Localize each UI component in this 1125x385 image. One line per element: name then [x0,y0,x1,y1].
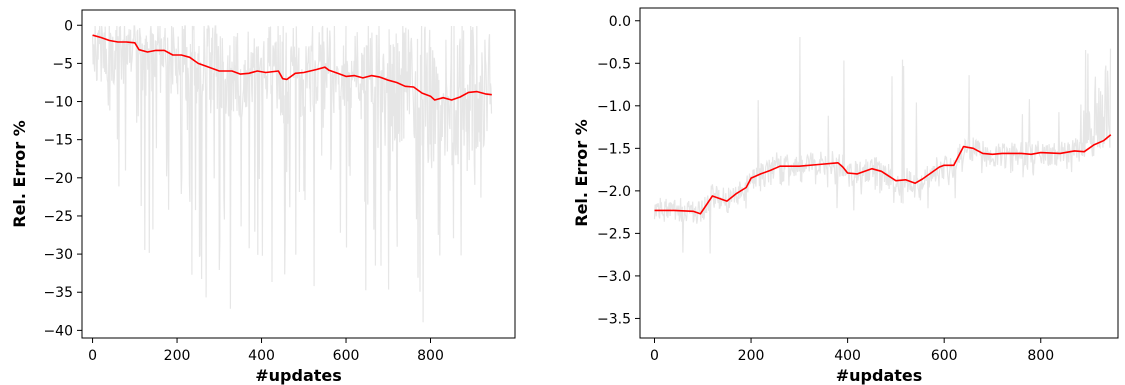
chart-left-y-tick-label: −35 [43,285,73,301]
chart-right-y-axis: 0.0 −0.5 −1.0 −1.5 −2.0 −2.5 −3.0 −3.5 [597,14,640,327]
chart-right-y-tick-label: −3.5 [597,311,631,327]
chart-right-x-tick-label: 0 [650,348,659,364]
chart-right-y-tick-label: −3.0 [597,269,631,285]
chart-left-plot-frame [81,9,516,339]
chart-left-y-tick-label: −10 [43,95,73,111]
chart-left-x-tick-label: 0 [88,348,97,364]
chart-left-y-tick-label: −25 [43,209,73,225]
chart-right: 0 200 400 600 800 0.0 −0.5 −1.0 −1.5 −2.0 −2.5 −3.… [572,7,1119,385]
chart-right-series [654,134,1112,215]
chart-right-y-tick-label: −1.5 [597,141,631,157]
chart-left-y-tick-label: −5 [52,56,73,72]
chart-right-noise-series [653,36,1112,254]
chart-right-y-axis-label: Rel. Error % [572,119,591,227]
chart-left-x-tick-label: 800 [417,348,444,364]
chart-left-raw-signal-line [92,25,493,323]
chart-left-noise-series [92,25,493,323]
chart-left-y-axis-label: Rel. Error % [10,120,29,228]
chart-right-x-tick-label: 200 [738,348,765,364]
chart-right-smoothed-line [654,134,1112,215]
chart-right-y-tick-label: −2.0 [597,184,631,200]
chart-right-x-tick-label: 800 [1027,348,1054,364]
chart-left: 0 200 400 600 800 0 −5 −10 −15 −20 −25 −30 −35 −40 #… [10,9,516,385]
chart-left-y-axis: 0 −5 −10 −15 −20 −25 −30 −35 −40 [43,18,82,339]
chart-left-x-tick-label: 400 [248,348,275,364]
chart-left-series [92,34,492,101]
chart-right-x-axis-label: #updates [836,366,923,385]
chart-left-smoothed-line [92,34,492,101]
chart-left-x-axis: 0 200 400 600 800 [88,338,444,364]
chart-right-y-tick-label: 0.0 [609,14,631,30]
chart-right-y-tick-label: −1.0 [597,99,631,115]
chart-right-plot-frame [639,7,1119,339]
chart-right-x-tick-label: 400 [834,348,861,364]
chart-left-y-tick-label: −20 [43,171,73,187]
chart-right-y-tick-label: −2.5 [597,226,631,242]
chart-right-x-tick-label: 600 [931,348,958,364]
chart-left-x-tick-label: 600 [333,348,360,364]
chart-left-y-tick-label: 0 [64,18,73,34]
chart-left-y-tick-label: −30 [43,247,73,263]
chart-right-raw-signal-line [653,36,1112,254]
chart-left-x-axis-label: #updates [255,366,342,385]
chart-right-x-axis: 0 200 400 600 800 [650,338,1054,364]
chart-left-x-tick-label: 200 [164,348,191,364]
chart-left-y-tick-label: −15 [43,133,73,149]
chart-right-y-tick-label: −0.5 [597,56,631,72]
chart-left-y-tick-label: −40 [43,323,73,339]
